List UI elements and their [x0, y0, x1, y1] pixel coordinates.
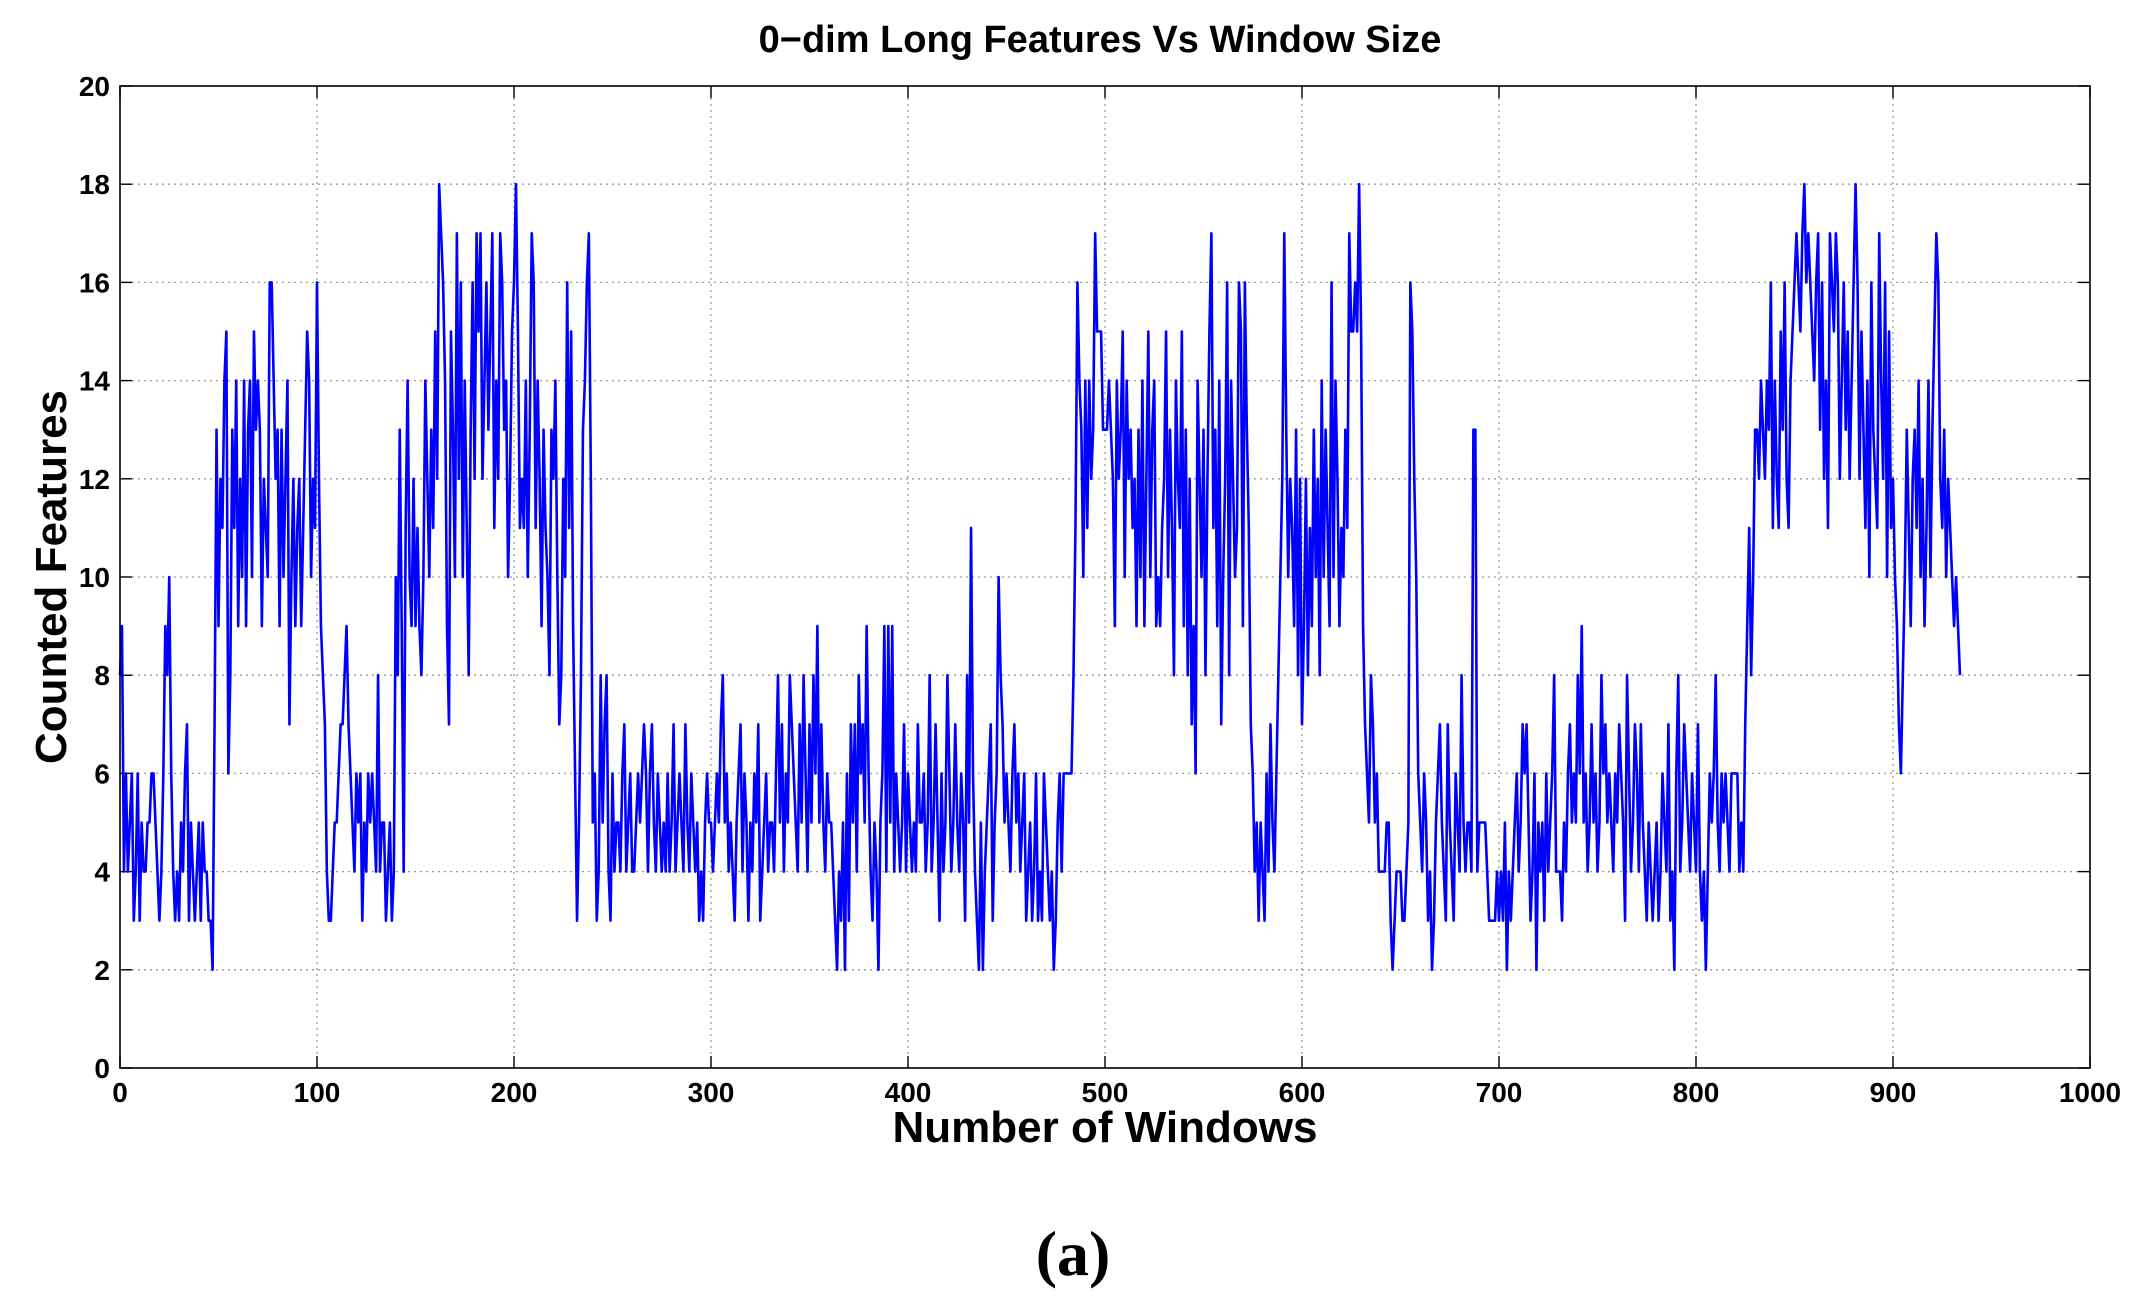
- y-axis-label: Counted Features: [27, 390, 76, 764]
- x-tick-label: 500: [1082, 1077, 1129, 1108]
- x-tick-label: 300: [688, 1077, 735, 1108]
- x-tick-label: 800: [1673, 1077, 1720, 1108]
- y-tick-label: 12: [79, 464, 110, 495]
- figure-caption: (a): [1036, 1218, 1111, 1289]
- y-tick-label: 2: [94, 955, 110, 986]
- x-tick-label: 700: [1476, 1077, 1523, 1108]
- x-tick-label: 0: [112, 1077, 128, 1108]
- y-tick-label: 18: [79, 169, 110, 200]
- x-tick-label: 600: [1279, 1077, 1326, 1108]
- y-tick-label: 4: [94, 857, 110, 888]
- y-tick-label: 20: [79, 71, 110, 102]
- grid-lines: [120, 86, 2090, 1068]
- y-tick-label: 10: [79, 562, 110, 593]
- x-tick-label: 1000: [2059, 1077, 2121, 1108]
- plot-frame: [119, 85, 2091, 1069]
- chart-title: 0−dim Long Features Vs Window Size: [759, 19, 1442, 61]
- x-tick-label: 900: [1870, 1077, 1917, 1108]
- y-tick-label: 6: [94, 758, 110, 789]
- y-tick-label: 8: [94, 660, 110, 691]
- x-tick-label: 200: [491, 1077, 538, 1108]
- y-tick-label: 16: [79, 267, 110, 298]
- series-line: [118, 182, 1962, 972]
- tick-labels: 0 100 200 300 400 500 600 700 800 900 1000 0 2 4 6 8 10 1…: [79, 71, 2121, 1108]
- x-tick-label: 400: [885, 1077, 932, 1108]
- x-axis-label: Number of Windows: [893, 1103, 1318, 1152]
- x-tick-label: 100: [294, 1077, 341, 1108]
- axis-ticks: [119, 85, 2091, 1069]
- y-tick-label: 14: [79, 366, 111, 397]
- y-tick-label: 0: [94, 1053, 110, 1084]
